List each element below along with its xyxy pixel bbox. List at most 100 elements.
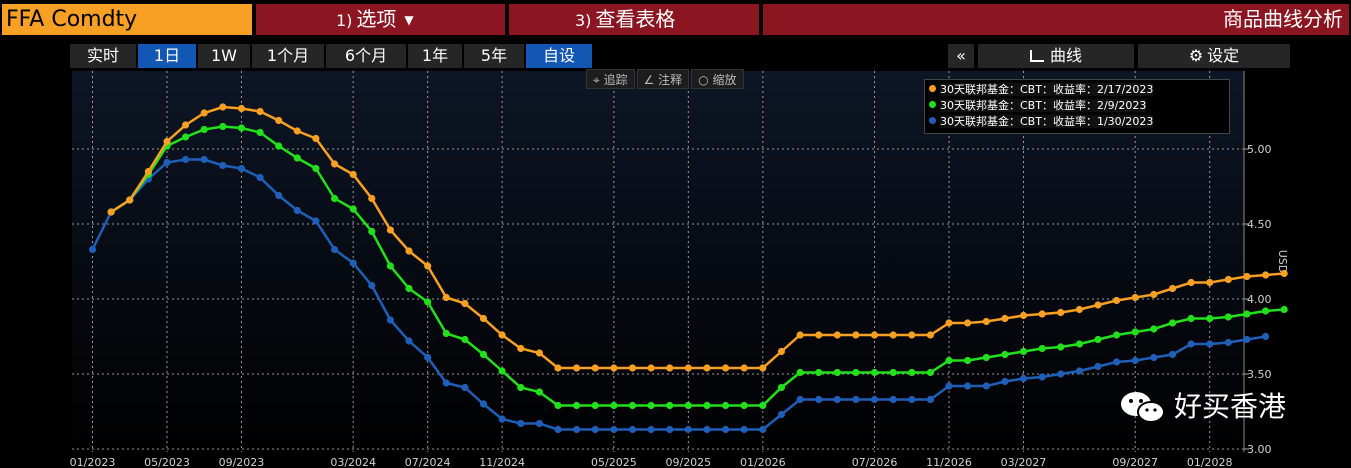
data-point [1057, 308, 1065, 317]
data-point [256, 107, 264, 116]
data-point [759, 425, 767, 434]
tab-6m[interactable]: 6个月 [326, 44, 406, 68]
data-point [722, 364, 730, 372]
data-point [666, 401, 674, 410]
tab-1w[interactable]: 1W [198, 44, 250, 68]
data-point [926, 331, 935, 339]
data-point [331, 194, 339, 203]
data-point [852, 368, 860, 377]
x-tick-label: 03/2024 [330, 456, 376, 468]
data-point [1150, 290, 1158, 299]
legend-label: 30天联邦基金：CBT：收益率：2/17/2023 [940, 83, 1154, 96]
data-point [1075, 367, 1083, 375]
y-tick-label: 3.00 [1247, 443, 1272, 456]
data-point [442, 379, 450, 387]
annotate-tool[interactable]: ∠ 注释 [636, 69, 690, 89]
track-tool[interactable]: ⌖ 追踪 [586, 69, 635, 89]
data-point [424, 298, 432, 306]
data-point [442, 329, 450, 338]
tab-5y[interactable]: 5年 [464, 44, 524, 68]
tab-realtime[interactable]: 实时 [70, 44, 136, 68]
data-point [1113, 358, 1121, 366]
data-point [1243, 335, 1251, 344]
data-point [1038, 373, 1046, 381]
data-point [442, 293, 450, 302]
data-point [405, 284, 413, 293]
data-point [1038, 344, 1046, 353]
series-line [110, 125, 1285, 407]
data-point [200, 155, 208, 164]
curve-button[interactable]: 曲线 [978, 44, 1134, 68]
chart-toolbar: ⌖ 追踪 ∠ 注释 ○ 缩放 [586, 69, 746, 89]
x-tick-label: 03/2027 [1001, 456, 1047, 468]
data-point [964, 319, 972, 327]
data-point [926, 368, 935, 377]
data-point [275, 116, 283, 125]
data-point [889, 331, 897, 339]
data-point [256, 128, 264, 137]
data-point [908, 331, 916, 339]
data-point [1168, 319, 1177, 327]
data-point [573, 364, 581, 372]
data-point [144, 167, 152, 176]
data-point [964, 382, 972, 390]
data-point [182, 133, 190, 141]
data-point [312, 134, 320, 143]
data-point [1113, 331, 1121, 339]
legend-dot-blue [929, 117, 936, 124]
data-point [1262, 271, 1270, 279]
settings-button[interactable]: ⚙ 设定 [1138, 44, 1290, 68]
data-point [461, 383, 469, 392]
data-point [926, 395, 935, 404]
data-point [573, 425, 581, 434]
ticker-field[interactable]: FFA Comdty [2, 4, 252, 35]
collapse-button[interactable]: « [948, 44, 974, 68]
data-point [1206, 340, 1214, 348]
data-point [666, 364, 674, 372]
page-title: 商品曲线分析 [763, 4, 1349, 35]
data-point [554, 364, 562, 372]
data-point [628, 364, 637, 372]
data-point [331, 160, 339, 168]
annotate-tool-label: 注释 [658, 73, 683, 87]
data-point [722, 425, 730, 434]
plot-area [72, 71, 1244, 452]
data-point [424, 353, 432, 362]
track-tool-label: 追踪 [603, 73, 628, 87]
zoom-tool-label: 缩放 [712, 73, 737, 87]
data-point [870, 368, 879, 377]
data-point [517, 344, 525, 353]
tab-1m[interactable]: 1个月 [252, 44, 324, 68]
data-point [1001, 377, 1009, 386]
data-point [349, 259, 357, 267]
data-point [535, 388, 544, 396]
tab-1d[interactable]: 1日 [138, 44, 196, 68]
data-point [908, 368, 916, 377]
view-table-menu[interactable]: 3) 查看表格 [509, 4, 759, 35]
data-point [945, 319, 953, 327]
data-point [1057, 370, 1065, 378]
view-table-label: 查看表格 [595, 7, 676, 31]
data-point [163, 158, 171, 167]
data-point [368, 194, 376, 203]
legend-label: 30天联邦基金：CBT：收益率：1/30/2023 [940, 115, 1154, 128]
data-point [610, 425, 618, 434]
options-menu[interactable]: 1) 选项 ▼ [256, 4, 505, 35]
data-point [1131, 328, 1139, 336]
data-point [796, 395, 804, 404]
data-point [386, 316, 394, 324]
legend-item[interactable]: 30天联邦基金：CBT：收益率：1/30/2023 [929, 114, 1225, 130]
legend-item[interactable]: 30天联邦基金：CBT：收益率：2/9/2023 [929, 98, 1225, 114]
data-point [349, 205, 357, 213]
tab-custom[interactable]: 自设 [526, 44, 592, 68]
zoom-tool[interactable]: ○ 缩放 [691, 69, 744, 89]
legend-item[interactable]: 30天联邦基金：CBT：收益率：2/17/2023 [929, 82, 1225, 98]
series-line [110, 105, 1285, 370]
zoom-icon: ○ [698, 73, 713, 87]
data-point [349, 170, 357, 179]
data-point [368, 227, 376, 236]
data-point [182, 155, 190, 164]
y-tick-label: 3.50 [1247, 368, 1272, 381]
x-tick-label: 01/2023 [70, 456, 116, 468]
tab-1y[interactable]: 1年 [408, 44, 462, 68]
